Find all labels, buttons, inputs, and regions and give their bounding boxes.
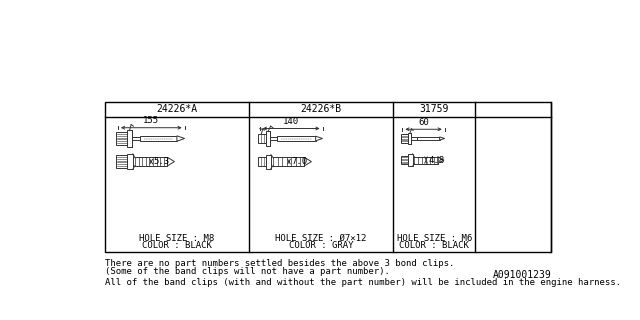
Text: HOLE SIZE : M8: HOLE SIZE : M8 [140, 234, 214, 243]
Text: 155: 155 [143, 116, 159, 125]
Bar [116, 156, 127, 168]
Polygon shape [177, 136, 184, 141]
Text: 140: 140 [283, 117, 300, 126]
Text: 7.0: 7.0 [291, 157, 307, 166]
Text: HOLE SIZE : M6: HOLE SIZE : M6 [397, 234, 472, 243]
Text: 5.3: 5.3 [154, 157, 170, 166]
Bar [127, 130, 132, 147]
Text: COLOR : BLACK: COLOR : BLACK [399, 241, 469, 250]
Text: 24226*A: 24226*A [156, 104, 197, 114]
Text: A091001239: A091001239 [492, 270, 551, 280]
Polygon shape [438, 156, 444, 164]
Polygon shape [440, 137, 445, 140]
Bar [401, 134, 408, 143]
Bar [412, 137, 417, 140]
Text: 60: 60 [418, 118, 429, 127]
Bar [259, 157, 266, 166]
Bar [266, 131, 270, 146]
Bar [401, 156, 408, 164]
Polygon shape [168, 157, 175, 166]
Bar [417, 137, 440, 140]
Bar [270, 137, 277, 140]
Text: There are no part numbers settled besides the above 3 bond clips.: There are no part numbers settled beside… [105, 259, 454, 268]
Bar [116, 132, 127, 145]
Polygon shape [316, 136, 323, 141]
Bar [127, 154, 133, 169]
Text: 4.8: 4.8 [428, 156, 445, 164]
Text: COLOR : GRAY: COLOR : GRAY [289, 241, 353, 250]
Bar [132, 137, 140, 140]
Text: All of the band clips (with and without the part number) will be included in the: All of the band clips (with and without … [105, 278, 621, 287]
Bar [266, 155, 271, 169]
Bar [277, 136, 316, 141]
Polygon shape [305, 157, 312, 166]
Bar [408, 133, 412, 144]
Text: 31759: 31759 [419, 104, 449, 114]
Text: (Some of the band clips will not have a part number).: (Some of the band clips will not have a … [105, 267, 390, 276]
Text: 24226*B: 24226*B [300, 104, 342, 114]
Text: HOLE SIZE : Ø7×12: HOLE SIZE : Ø7×12 [275, 234, 367, 243]
Bar [259, 134, 266, 143]
Bar [408, 154, 413, 166]
Bar [105, 101, 551, 252]
Bar [140, 136, 177, 141]
Text: COLOR : BLACK: COLOR : BLACK [142, 241, 212, 250]
